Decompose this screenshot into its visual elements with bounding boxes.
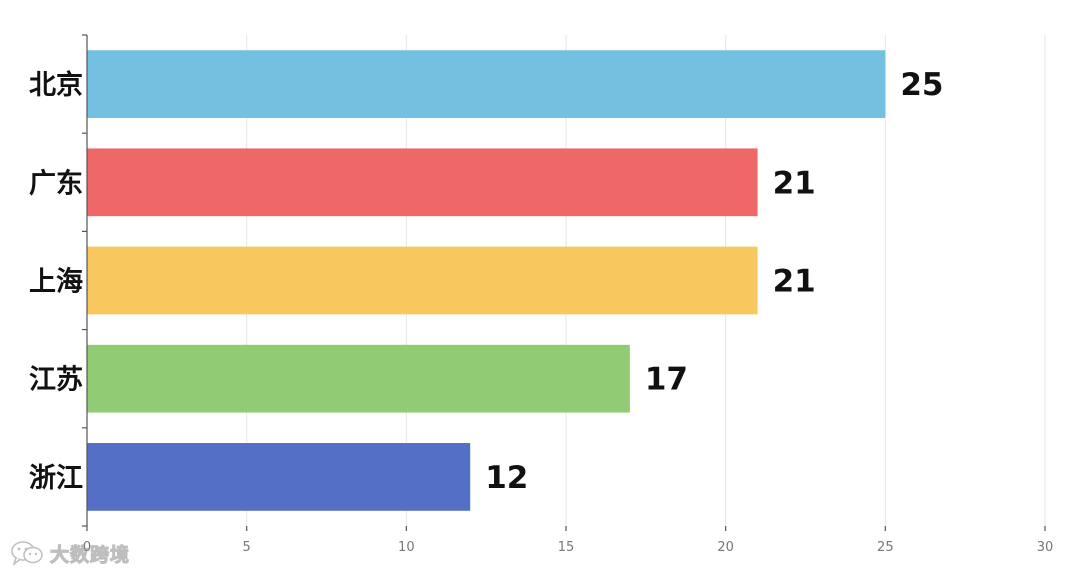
value-label: 12 xyxy=(485,460,528,496)
x-tick-label: 20 xyxy=(717,540,734,555)
bar xyxy=(87,50,886,118)
value-label: 25 xyxy=(900,67,943,103)
bar xyxy=(87,443,471,511)
x-tick-label: 25 xyxy=(877,540,894,555)
value-label: 21 xyxy=(773,264,816,300)
category-label: 江苏 xyxy=(29,365,83,396)
bar xyxy=(87,246,758,315)
tick-labels: 0 5 10 15 20 25 30 xyxy=(83,540,1053,555)
value-labels: 25 21 21 17 12 xyxy=(485,67,943,496)
x-tick-label: 30 xyxy=(1037,540,1054,555)
watermark-text: 大数跨境 xyxy=(49,543,131,566)
axes xyxy=(82,34,1046,531)
x-tick-label: 15 xyxy=(558,540,575,555)
wechat-logo-icon xyxy=(11,541,43,566)
category-label: 广东 xyxy=(29,167,83,199)
category-label: 上海 xyxy=(29,267,83,298)
watermark: 大数跨境 xyxy=(10,538,130,568)
value-label: 17 xyxy=(645,362,688,398)
bars xyxy=(87,50,886,511)
x-tick-label: 0 xyxy=(83,540,91,555)
x-tick-label: 10 xyxy=(398,540,415,555)
value-label: 21 xyxy=(773,165,816,201)
category-label: 北京 xyxy=(29,69,83,101)
bar xyxy=(87,148,758,217)
x-tick-label: 5 xyxy=(243,540,251,555)
category-label: 浙江 xyxy=(29,463,83,494)
bar xyxy=(87,344,630,413)
